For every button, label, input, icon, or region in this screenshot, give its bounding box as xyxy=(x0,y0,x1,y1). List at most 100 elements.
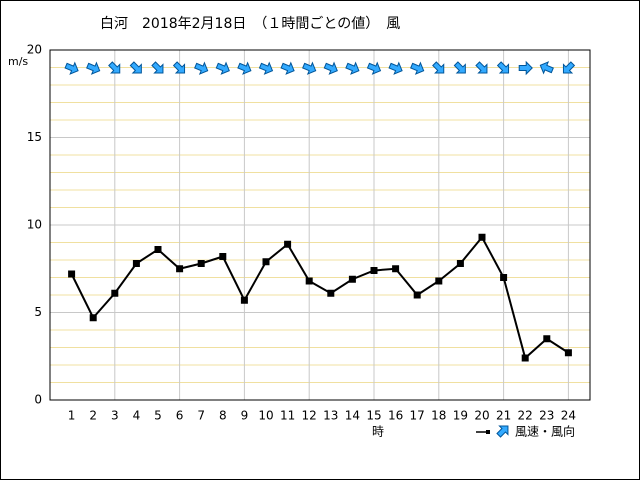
point xyxy=(392,265,400,273)
x-tick-label: 20 xyxy=(474,409,489,423)
series-line xyxy=(70,235,569,360)
arrow-shape xyxy=(496,61,510,74)
point xyxy=(456,260,464,267)
legend: 風速・風向 xyxy=(476,424,575,439)
point xyxy=(240,296,248,304)
x-tick-label: 23 xyxy=(539,409,554,423)
point xyxy=(413,291,421,299)
point xyxy=(284,240,292,248)
arrow-shape xyxy=(64,61,79,75)
wind-arrow xyxy=(323,61,338,75)
point xyxy=(521,354,529,362)
wind-arrow xyxy=(194,61,209,75)
x-tick-label: 21 xyxy=(496,409,511,423)
point xyxy=(305,277,313,285)
arrow-shape xyxy=(453,61,466,74)
legend-arrow xyxy=(496,425,509,438)
arrow-shape xyxy=(258,61,274,75)
x-tick-label: 5 xyxy=(154,409,162,423)
point xyxy=(327,289,335,297)
wind-arrow xyxy=(64,61,79,75)
point xyxy=(219,253,227,260)
x-axis-label: 時 xyxy=(372,425,384,439)
x-tick-label: 8 xyxy=(219,409,227,423)
wind-arrow xyxy=(151,61,164,74)
y-tick-label: 15 xyxy=(27,130,42,144)
arrow-shape xyxy=(129,61,142,74)
arrow-shape xyxy=(237,61,252,75)
x-tick-label: 13 xyxy=(323,409,338,423)
x-tick-label: 16 xyxy=(388,409,403,423)
x-tick-label: 19 xyxy=(453,409,468,423)
point xyxy=(543,335,551,343)
x-tick-label: 15 xyxy=(366,409,381,423)
x-tick-label: 24 xyxy=(561,409,576,423)
x-tick-label: 7 xyxy=(197,409,205,423)
x-tick-label: 3 xyxy=(111,409,119,423)
x-tick-label: 2 xyxy=(89,409,97,423)
arrow-shape xyxy=(323,61,338,75)
x-tick-label: 22 xyxy=(518,409,533,423)
wind-arrow xyxy=(388,61,403,75)
y-axis-label: m/s xyxy=(8,55,28,68)
x-tick-label: 17 xyxy=(410,409,425,423)
point xyxy=(111,289,119,297)
point xyxy=(348,275,356,283)
arrow-shape xyxy=(215,61,230,75)
arrow-shape xyxy=(108,61,121,74)
point xyxy=(68,270,76,278)
wind-arrow xyxy=(129,61,142,74)
wind-arrow xyxy=(518,60,533,76)
arrow-shape xyxy=(562,61,576,74)
wind-arrow xyxy=(345,61,360,75)
legend-label: 風速・風向 xyxy=(515,424,575,439)
wind-arrow xyxy=(475,61,488,74)
x-tick-label: 6 xyxy=(176,409,184,423)
arrow-shape xyxy=(345,61,360,75)
point xyxy=(89,314,97,322)
arrow-shape xyxy=(388,61,403,75)
y-tick-label: 5 xyxy=(34,305,42,319)
x-tick-label: 1 xyxy=(68,409,76,423)
arrow-shape xyxy=(302,61,317,75)
x-tick-label: 11 xyxy=(280,409,295,423)
point xyxy=(176,265,184,273)
arrow-shape xyxy=(475,61,488,74)
wind-arrow xyxy=(432,61,445,74)
y-tick-label: 10 xyxy=(27,218,42,232)
wind-arrow xyxy=(280,61,295,75)
wind-arrow xyxy=(366,61,382,75)
x-tick-label: 9 xyxy=(241,409,249,423)
arrow-shape xyxy=(86,61,101,75)
chart-title: 白河 2018年2月18日 （１時間ごとの値） 風 xyxy=(100,16,400,32)
arrow-shape xyxy=(518,60,533,76)
wind-arrow xyxy=(496,61,510,74)
wind-arrow xyxy=(86,61,101,75)
y-tick-label: 20 xyxy=(27,43,42,57)
arrow-shape xyxy=(539,61,554,75)
wind-arrow xyxy=(172,61,186,74)
arrow-shape xyxy=(496,425,509,438)
arrow-shape xyxy=(280,61,295,75)
wind-arrow xyxy=(258,61,274,75)
point xyxy=(500,274,508,281)
x-tick-label: 18 xyxy=(431,409,446,423)
arrow-shape xyxy=(151,61,164,74)
wind-arrow xyxy=(108,61,121,74)
x-tick-label: 4 xyxy=(133,409,141,423)
arrow-shape xyxy=(366,61,382,75)
wind-arrow xyxy=(410,61,425,75)
x-tick-label: 10 xyxy=(258,409,273,423)
wind-arrow xyxy=(453,61,466,74)
point xyxy=(478,233,486,241)
point xyxy=(564,349,572,357)
x-tick-label: 14 xyxy=(345,409,360,423)
wind-arrow xyxy=(237,61,252,75)
point xyxy=(370,267,378,274)
legend-marker xyxy=(486,430,490,434)
arrow-shape xyxy=(432,61,445,74)
arrow-shape xyxy=(172,61,186,74)
x-tick-label: 12 xyxy=(302,409,317,423)
wind-arrow xyxy=(539,61,554,75)
